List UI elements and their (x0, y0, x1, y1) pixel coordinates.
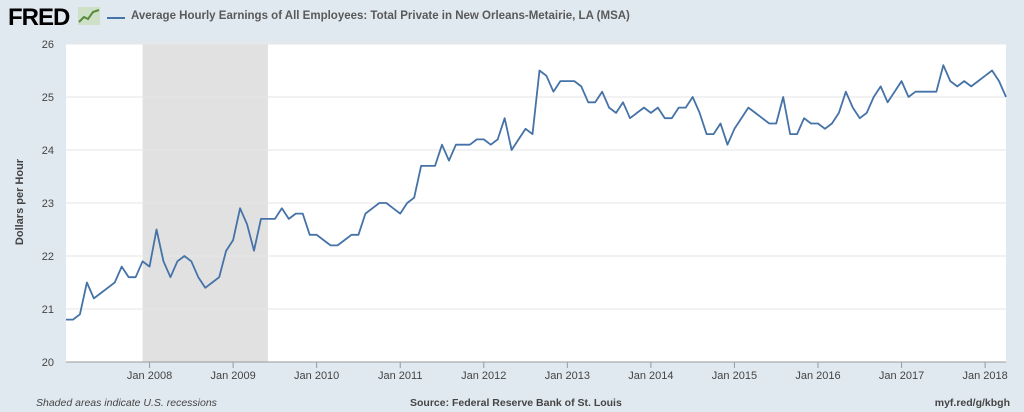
x-tick-label: Jan 2010 (294, 370, 339, 382)
y-tick-label: 25 (42, 92, 54, 104)
x-tick-label: Jan 2018 (962, 370, 1007, 382)
x-tick-label: Jan 2016 (795, 370, 840, 382)
source-note: Source: Federal Reserve Bank of St. Loui… (410, 397, 622, 409)
x-tick-label: Jan 2009 (210, 370, 255, 382)
x-tick-label: Jan 2014 (628, 370, 673, 382)
y-tick-label: 20 (42, 357, 54, 369)
line-chart-icon (78, 7, 100, 25)
fred-logo[interactable]: FRED (8, 4, 70, 31)
y-tick-label: 26 (42, 39, 54, 51)
x-tick-label: Jan 2013 (545, 370, 590, 382)
y-tick-label: 24 (42, 145, 54, 157)
x-tick-label: Jan 2017 (879, 370, 924, 382)
x-tick-label: Jan 2011 (378, 370, 422, 382)
x-tick-label: Jan 2008 (127, 370, 172, 382)
footer: Shaded areas indicate U.S. recessions So… (0, 394, 1024, 412)
y-tick-label: 22 (42, 251, 54, 263)
short-url-link[interactable]: myf.red/g/kbgh (934, 397, 1010, 409)
y-tick-label: 23 (42, 198, 54, 210)
x-tick-label: Jan 2012 (461, 370, 506, 382)
y-tick-label: 21 (42, 304, 54, 316)
series-line (66, 64, 1007, 321)
chart-title: Average Hourly Earnings of All Employees… (131, 10, 630, 22)
header: FRED Average Hourly Earnings of All Empl… (0, 0, 1024, 36)
chart: 20 21 22 23 24 25 26 Jan 2008 Jan 2009 Jan 2010 Ja… (42, 39, 1008, 382)
legend-series-swatch (107, 17, 125, 19)
recessions-note: Shaded areas indicate U.S. recessions (36, 397, 217, 409)
x-tick-label: Jan 2015 (712, 370, 757, 382)
